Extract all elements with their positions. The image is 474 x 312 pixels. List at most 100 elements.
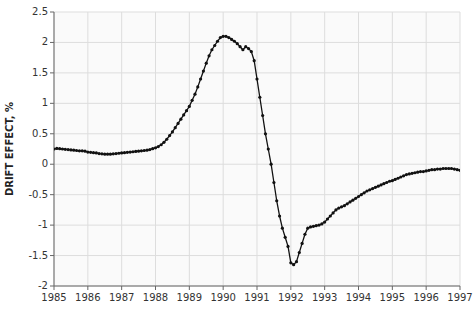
point — [253, 59, 256, 62]
tick-mark — [54, 286, 55, 290]
point — [284, 236, 287, 239]
point — [185, 109, 188, 112]
point — [405, 173, 408, 176]
line — [54, 36, 460, 264]
tick-label: 1987 — [109, 292, 134, 303]
point — [343, 204, 346, 207]
tick-label: -2 — [38, 280, 48, 291]
point — [295, 260, 298, 263]
point — [402, 174, 405, 177]
point — [106, 153, 109, 156]
point — [168, 134, 171, 137]
series — [54, 35, 460, 267]
chart: -2-1.5-1-0.500.511.522.51985198619871988… — [0, 0, 474, 312]
point — [58, 147, 61, 150]
point — [357, 195, 360, 198]
point — [456, 168, 459, 171]
point — [193, 93, 196, 96]
tick-label: 1986 — [75, 292, 100, 303]
point — [337, 206, 340, 209]
point — [75, 149, 78, 152]
x-axis-line — [54, 286, 460, 287]
point — [368, 188, 371, 191]
point — [69, 148, 72, 151]
point — [250, 50, 253, 53]
point — [92, 151, 95, 154]
point — [199, 77, 202, 80]
point — [436, 167, 439, 170]
point — [388, 180, 391, 183]
tick-label: 1988 — [143, 292, 168, 303]
point — [145, 149, 148, 152]
tick-label: 1994 — [346, 292, 371, 303]
tick-label: -1 — [38, 219, 48, 230]
grid-line — [460, 12, 461, 286]
grid-line — [358, 12, 359, 286]
point — [396, 177, 399, 180]
point — [413, 171, 416, 174]
point — [244, 45, 247, 48]
point — [64, 148, 67, 151]
point — [157, 145, 160, 148]
point — [447, 167, 450, 170]
point — [179, 118, 182, 121]
tick-mark — [392, 286, 393, 290]
y-axis-label: DRIFT EFFECT, % — [4, 102, 15, 196]
point — [453, 167, 456, 170]
point — [233, 40, 236, 43]
point — [430, 168, 433, 171]
point — [275, 199, 278, 202]
point — [129, 150, 132, 153]
point — [286, 245, 289, 248]
point — [379, 183, 382, 186]
point — [315, 224, 318, 227]
point — [247, 47, 250, 50]
tick-mark — [358, 286, 359, 290]
point — [303, 233, 306, 236]
point — [306, 227, 309, 230]
point — [399, 175, 402, 178]
tick-label: 1989 — [177, 292, 202, 303]
tick-mark — [50, 72, 54, 73]
point — [89, 151, 92, 154]
tick-mark — [257, 286, 258, 290]
tick-label: 1997 — [447, 292, 472, 303]
point — [236, 42, 239, 45]
tick-mark — [50, 225, 54, 226]
tick-label: 2 — [42, 36, 48, 47]
point — [377, 185, 380, 188]
grid-line — [290, 12, 291, 286]
point — [61, 147, 64, 150]
grid-line — [189, 12, 190, 286]
grid-line — [257, 12, 258, 286]
point — [441, 167, 444, 170]
point — [202, 69, 205, 72]
point — [261, 114, 264, 117]
point — [165, 138, 168, 141]
point — [216, 40, 219, 43]
point — [346, 202, 349, 205]
point — [230, 38, 233, 41]
point — [360, 193, 363, 196]
tick-mark — [50, 194, 54, 195]
point — [188, 105, 191, 108]
grid-line — [54, 286, 460, 287]
grid-line — [223, 12, 224, 286]
point — [439, 167, 442, 170]
tick-mark — [50, 133, 54, 134]
tick-label: 1 — [42, 97, 48, 108]
tick-label: 1.5 — [32, 67, 48, 78]
chart-container: -2-1.5-1-0.500.511.522.51985198619871988… — [0, 0, 474, 312]
point — [154, 146, 157, 149]
point — [419, 170, 422, 173]
point — [83, 150, 86, 153]
point — [205, 62, 208, 65]
tick-label: -1.5 — [28, 250, 48, 261]
point — [213, 44, 216, 47]
tick-label: 1995 — [380, 292, 405, 303]
point — [292, 263, 295, 266]
point — [176, 122, 179, 125]
tick-mark — [50, 255, 54, 256]
tick-label: 1996 — [413, 292, 438, 303]
tick-mark — [87, 286, 88, 290]
